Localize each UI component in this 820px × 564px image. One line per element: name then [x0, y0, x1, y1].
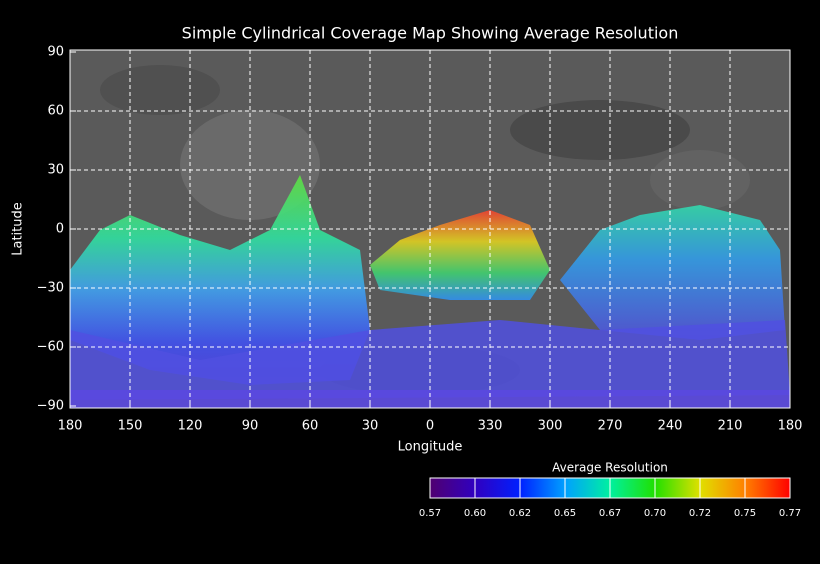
- grid: [70, 50, 790, 408]
- y-tick-label: −90: [37, 399, 64, 414]
- y-tick-label: 30: [47, 163, 64, 178]
- map-title: Simple Cylindrical Coverage Map Showing …: [182, 24, 679, 43]
- y-tick-label: 60: [47, 104, 64, 119]
- y-tick-label: −30: [37, 281, 64, 296]
- colorbar-tick-label: 0.62: [509, 508, 531, 519]
- x-tick-label: 0: [426, 419, 434, 434]
- colorbar-tick-label: 0.57: [419, 508, 441, 519]
- colorbar-tick-label: 0.60: [464, 508, 486, 519]
- x-tick-label: 270: [598, 419, 623, 434]
- y-tick-label: 0: [56, 222, 64, 237]
- x-tick-label: 120: [178, 419, 203, 434]
- y-axis-label: Latitude: [11, 202, 26, 256]
- x-tick-label: 90: [242, 419, 259, 434]
- x-tick-label: 30: [362, 419, 379, 434]
- x-tick-label: 210: [718, 419, 743, 434]
- x-tick-label: 180: [58, 419, 83, 434]
- x-tick-label: 60: [302, 419, 319, 434]
- colorbar-title: Average Resolution: [552, 461, 668, 475]
- colorbar-tick-label: 0.65: [554, 508, 576, 519]
- y-tick-label: 90: [47, 45, 64, 60]
- x-tick-label: 330: [478, 419, 503, 434]
- colorbar-tick-label: 0.72: [689, 508, 711, 519]
- colorbar-tick-label: 0.75: [734, 508, 756, 519]
- x-axis-label: Longitude: [398, 440, 463, 455]
- x-tick-label: 180: [778, 419, 803, 434]
- x-tick-label: 150: [118, 419, 143, 434]
- x-tick-label: 300: [538, 419, 563, 434]
- colorbar-tick-label: 0.67: [599, 508, 621, 519]
- x-tick-label: 240: [658, 419, 683, 434]
- colorbar-tick-label: 0.77: [779, 508, 801, 519]
- y-tick-label: −60: [37, 340, 64, 355]
- colorbar-tick-label: 0.70: [644, 508, 666, 519]
